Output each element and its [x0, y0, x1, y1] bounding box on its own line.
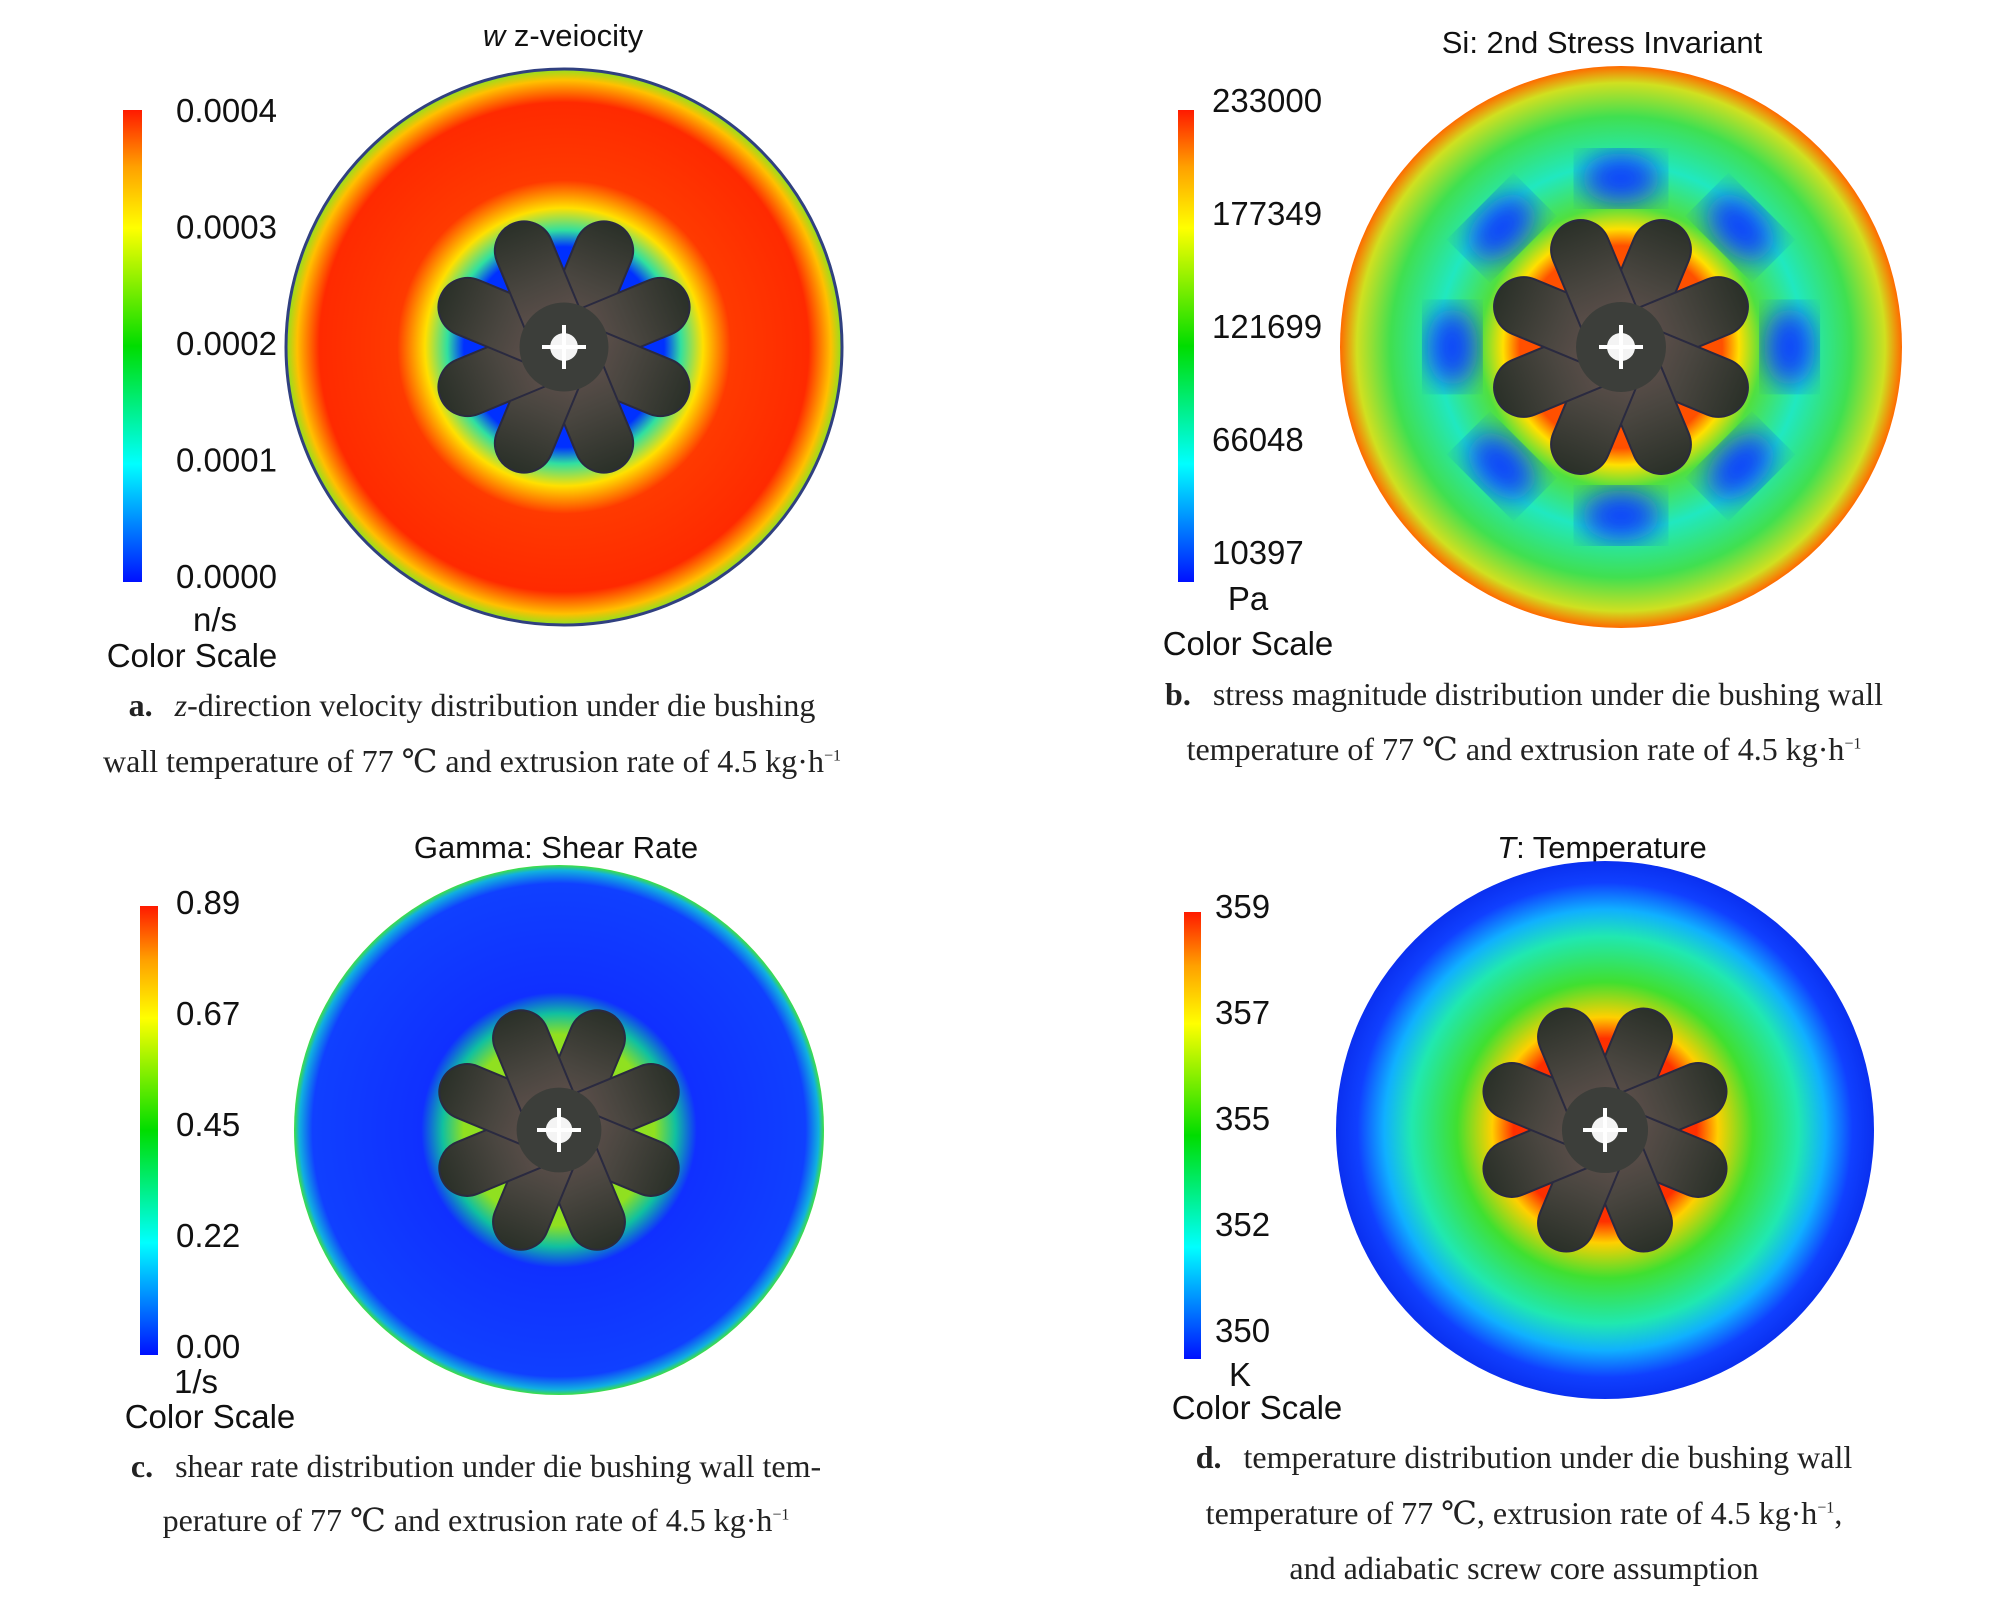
low-stress-zone [1468, 194, 1535, 261]
caption-superscript: −1 [772, 1506, 790, 1524]
title-variable: T [1497, 830, 1518, 865]
panel-title: w z-veiocity [483, 18, 644, 53]
color-scale-tick-label: 10397 [1212, 534, 1304, 571]
color-scale-tick-label: 350 [1215, 1312, 1270, 1349]
caption-text: temperature of 77 ℃ and extrusion rate o… [1186, 731, 1845, 767]
color-scale-label: Color Scale [107, 637, 278, 674]
panel-title: T: Temperature [1497, 830, 1707, 865]
color-scale-tick-label: 0.0003 [176, 209, 277, 246]
caption-text: wall temperature of 77 ℃ and extrusion r… [103, 743, 824, 779]
title-text: Si: 2nd Stress Invariant [1442, 25, 1763, 60]
unit-label: 1/s [174, 1363, 218, 1400]
color-scale-tick-label: 0.89 [176, 884, 240, 921]
title-variable: w [483, 18, 508, 53]
caption-text: perature of 77 ℃ and extrusion rate of 4… [162, 1502, 773, 1538]
caption-superscript: −1 [1817, 1499, 1835, 1517]
screw-gear [437, 220, 691, 474]
caption-letter: c. [130, 1448, 154, 1484]
caption-text: , [1834, 1495, 1843, 1531]
panel-title: Si: 2nd Stress Invariant [1442, 25, 1763, 60]
caption-line: temperature of 77 ℃, extrusion rate of 4… [1054, 1493, 1994, 1533]
low-stress-zone [1581, 153, 1661, 204]
caption-line: a. z-direction velocity distribution unde… [2, 685, 942, 725]
screw-gear [1482, 1007, 1728, 1253]
color-scale-tick-label: 352 [1215, 1206, 1270, 1243]
caption-text: and adiabatic screw core assumption [1289, 1550, 1759, 1586]
low-stress-zone [1764, 307, 1815, 387]
low-stress-zone [1581, 490, 1661, 541]
screw-gear [1493, 219, 1749, 475]
color-scale-tick-label: 233000 [1212, 82, 1322, 119]
color-scale-tick-label: 0.0002 [176, 325, 277, 362]
color-scale-tick-label: 0.0000 [176, 558, 277, 595]
low-stress-zone [1707, 433, 1774, 500]
color-scale-tick-label: 355 [1215, 1100, 1270, 1137]
unit-label: K [1229, 1356, 1251, 1393]
caption-text: -direction velocity distribution under d… [187, 687, 816, 723]
color-scale-label: Color Scale [125, 1398, 296, 1435]
color-scale-tick-label: 177349 [1212, 195, 1322, 232]
center-cross [537, 1128, 581, 1132]
caption-italic: z [174, 687, 188, 723]
panel-a: w z-veiocity 0.0004 0.0003 0.0002 0.0001 0.00… [107, 18, 844, 674]
color-scale-tick-label: 0.45 [176, 1106, 240, 1143]
caption-line: and adiabatic screw core assumption [1054, 1548, 1994, 1588]
color-scale-tick-label: 359 [1215, 888, 1270, 925]
color-scale-bar [123, 110, 142, 582]
color-scale-tick-label: 0.22 [176, 1217, 240, 1254]
color-scale-bar [1178, 110, 1194, 582]
caption-line: temperature of 77 ℃ and extrusion rate o… [1054, 729, 1994, 769]
color-scale-label: Color Scale [1172, 1389, 1343, 1426]
caption-line: perature of 77 ℃ and extrusion rate of 4… [6, 1500, 946, 1540]
unit-label: Pa [1228, 580, 1269, 617]
center-cross [1599, 345, 1643, 349]
center-cross [1583, 1128, 1627, 1132]
caption-line: c. shear rate distribution under die bush… [6, 1446, 946, 1486]
color-scale-label: Color Scale [1163, 625, 1334, 662]
caption-superscript: −1 [823, 747, 841, 765]
color-scale-bar [1184, 912, 1201, 1359]
panel-c: Gamma: Shear Rate 0.89 0.67 0.45 0.22 0.001/s… [125, 830, 824, 1435]
screw-gear [438, 1009, 680, 1251]
caption-letter: a. [128, 687, 153, 723]
caption-text: shear rate distribution under die bushin… [175, 1448, 822, 1484]
title-text: z-veiocity [505, 18, 643, 53]
caption-line: d. temperature distribution under die bus… [1054, 1437, 1994, 1477]
color-scale-tick-label: 0.0001 [176, 442, 277, 479]
color-scale-tick-label: 357 [1215, 994, 1270, 1031]
caption-line: b. stress magnitude distribution under di… [1054, 674, 1994, 714]
caption-letter: b. [1165, 676, 1191, 712]
color-scale-tick-label: 0.00 [176, 1328, 240, 1365]
color-scale-tick-label: 0.0004 [176, 92, 277, 129]
low-stress-zone [1707, 194, 1774, 261]
center-cross [542, 345, 586, 349]
color-scale-tick-label: 121699 [1212, 308, 1322, 345]
unit-label: n/s [193, 601, 237, 638]
color-scale-bar [140, 906, 158, 1355]
title-text: Gamma: Shear Rate [414, 830, 698, 865]
caption-superscript: −1 [1844, 735, 1862, 753]
color-scale-tick-label: 66048 [1212, 421, 1304, 458]
caption-text: stress magnitude distribution under die … [1212, 676, 1883, 712]
caption-letter: d. [1195, 1439, 1222, 1475]
caption-line: wall temperature of 77 ℃ and extrusion r… [2, 741, 942, 781]
panel-title: Gamma: Shear Rate [414, 830, 698, 865]
title-text: : Temperature [1516, 830, 1707, 865]
caption-text: temperature of 77 ℃, extrusion rate of 4… [1205, 1495, 1818, 1531]
caption-text: temperature distribution under die bushi… [1243, 1439, 1853, 1475]
panel-b: Si: 2nd Stress Invariant 233000 177349 1216… [1163, 25, 1902, 662]
low-stress-zone [1468, 433, 1535, 500]
color-scale-tick-label: 0.67 [176, 995, 240, 1032]
low-stress-zone [1427, 307, 1478, 387]
